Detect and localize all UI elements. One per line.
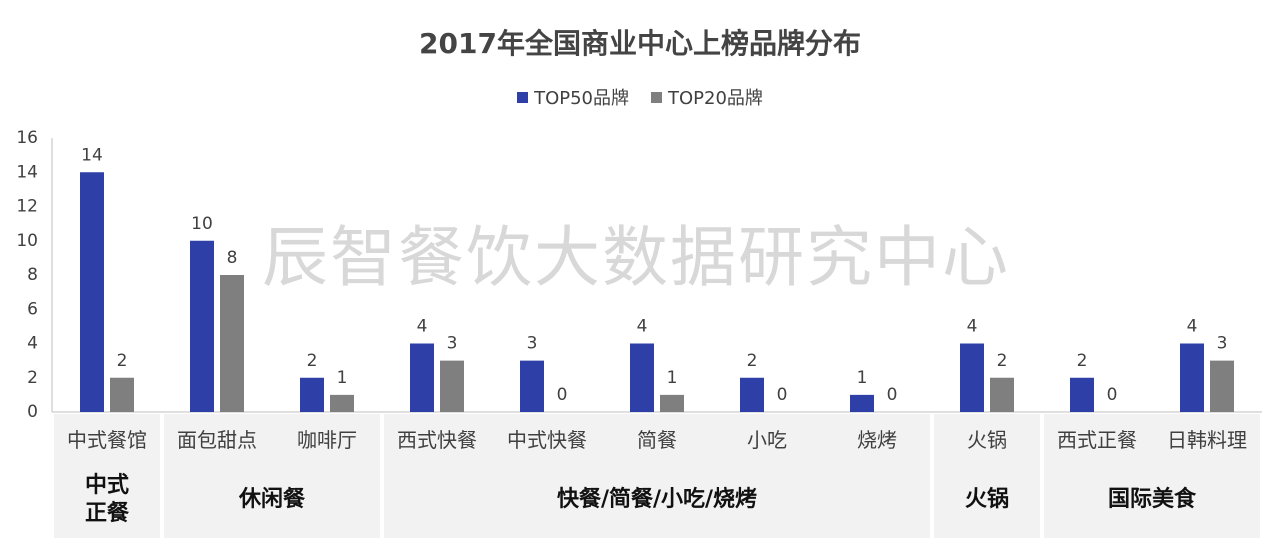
x-tick-label: 日韩料理 xyxy=(1167,428,1247,452)
data-label: 10 xyxy=(191,214,213,234)
legend-swatch-top20 xyxy=(651,91,662,103)
group-label: 快餐/简餐/小吃/烧烤 xyxy=(557,486,757,512)
data-label: 3 xyxy=(447,334,458,354)
x-tick-label: 中式餐馆 xyxy=(67,428,147,452)
legend-label-top50: TOP50品牌 xyxy=(534,88,629,109)
y-tick-label: 4 xyxy=(27,334,38,354)
x-tick-label: 中式快餐 xyxy=(507,428,587,452)
data-label: 2 xyxy=(117,351,128,371)
bar-top50 xyxy=(520,360,544,412)
group-panel xyxy=(164,414,380,538)
group-panel xyxy=(54,414,160,538)
group-label: 正餐 xyxy=(85,501,130,526)
bar-top50 xyxy=(410,343,434,412)
group-panel xyxy=(384,414,930,538)
data-label: 2 xyxy=(997,351,1008,371)
watermark: 辰智餐饮大数据研究中心 xyxy=(262,219,1010,296)
y-tick-label: 10 xyxy=(16,231,38,251)
data-label: 4 xyxy=(1187,317,1198,337)
bar-top20 xyxy=(110,377,134,412)
bar-top50 xyxy=(960,343,984,412)
group-panel xyxy=(934,414,1040,538)
x-tick-label: 面包甜点 xyxy=(177,428,257,452)
y-tick-label: 8 xyxy=(27,265,38,285)
y-tick-label: 2 xyxy=(27,368,38,388)
x-tick-label: 西式快餐 xyxy=(397,428,477,452)
bar-top20 xyxy=(330,394,354,412)
chart-title: 2017年全国商业中心上榜品牌分布 xyxy=(419,27,861,60)
bar-top20 xyxy=(660,394,684,412)
data-label: 1 xyxy=(337,368,348,388)
legend-item-top20: TOP20品牌 xyxy=(651,84,763,110)
data-label: 2 xyxy=(307,351,318,371)
group-label: 国际美食 xyxy=(1108,486,1197,512)
group-label: 中式 xyxy=(85,473,129,498)
data-label: 0 xyxy=(887,385,898,405)
data-label: 3 xyxy=(527,334,538,354)
group-panel xyxy=(1044,414,1260,538)
bar-top20 xyxy=(220,275,244,412)
bar-top50 xyxy=(80,172,104,412)
bar-top20 xyxy=(990,377,1014,412)
x-tick-label: 火锅 xyxy=(967,428,1007,452)
data-label: 1 xyxy=(857,368,868,388)
x-tick-label: 小吃 xyxy=(747,428,787,452)
legend-item-top50: TOP50品牌 xyxy=(517,84,629,110)
data-label: 4 xyxy=(637,317,648,337)
data-label: 3 xyxy=(1217,334,1228,354)
y-tick-label: 16 xyxy=(16,128,38,148)
bar-top50 xyxy=(1070,377,1094,412)
x-tick-label: 西式正餐 xyxy=(1057,428,1137,452)
bar-top50 xyxy=(630,343,654,412)
data-label: 14 xyxy=(81,145,103,165)
group-label: 火锅 xyxy=(965,486,1009,512)
x-tick-label: 咖啡厅 xyxy=(297,428,357,452)
bar-top50 xyxy=(740,377,764,412)
y-tick-label: 12 xyxy=(16,197,38,217)
data-label: 0 xyxy=(557,385,568,405)
data-label: 2 xyxy=(747,351,758,371)
bar-top20 xyxy=(1210,360,1234,412)
legend: TOP50品牌 TOP20品牌 xyxy=(0,84,1280,110)
x-tick-label: 烧烤 xyxy=(857,428,897,452)
y-tick-label: 14 xyxy=(16,162,38,182)
data-label: 2 xyxy=(1077,351,1088,371)
bar-top50 xyxy=(300,377,324,412)
bar-top50 xyxy=(1180,343,1204,412)
y-tick-label: 6 xyxy=(27,299,38,319)
data-label: 0 xyxy=(777,385,788,405)
data-label: 4 xyxy=(417,317,428,337)
bar-top50 xyxy=(850,394,874,412)
legend-label-top20: TOP20品牌 xyxy=(668,88,763,109)
data-label: 4 xyxy=(967,317,978,337)
x-tick-label: 简餐 xyxy=(637,428,677,452)
bar-top50 xyxy=(190,240,214,412)
y-tick-label: 0 xyxy=(27,402,38,422)
data-label: 8 xyxy=(227,248,238,268)
legend-swatch-top50 xyxy=(517,91,529,103)
data-label: 0 xyxy=(1107,385,1118,405)
bar-top20 xyxy=(440,360,464,412)
group-label: 休闲餐 xyxy=(238,487,306,512)
data-label: 1 xyxy=(667,368,678,388)
